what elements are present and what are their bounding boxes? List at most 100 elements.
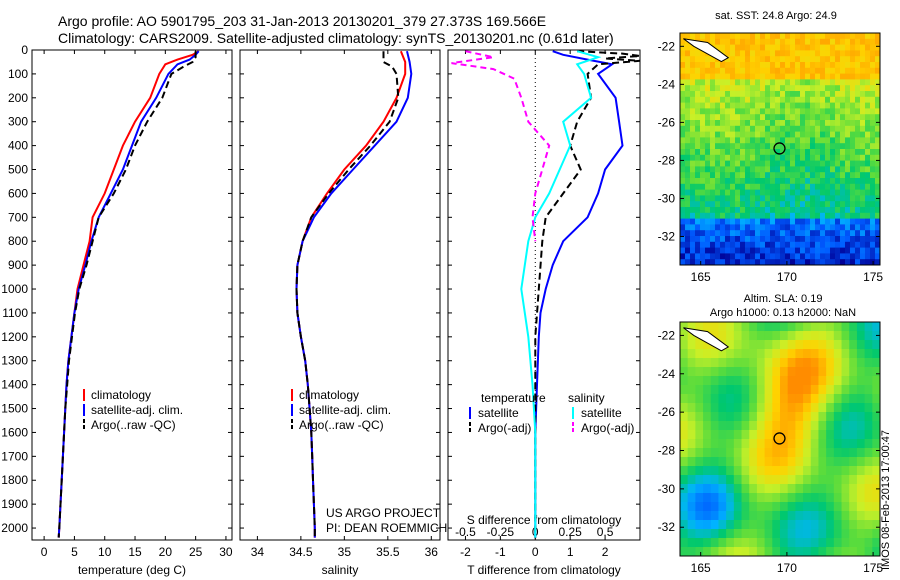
salinity-series-line xyxy=(295,50,413,538)
temperature-series-line xyxy=(57,51,197,538)
depth-tick-label: 400 xyxy=(8,139,28,153)
diff-legend-right-title: salinity xyxy=(568,391,605,405)
sst-map-field xyxy=(680,33,880,265)
depth-tick-label: 2000 xyxy=(1,521,28,535)
diff-legend-label: Argo(-adj) xyxy=(581,421,634,435)
depth-tick-label: 200 xyxy=(8,91,28,105)
sla-map-xtick-label: 165 xyxy=(691,561,711,575)
salinity-legend-label: Argo(..raw -QC) xyxy=(299,418,384,432)
salinity-diff-tick-label: -0.5 xyxy=(455,525,476,539)
sla-map-land xyxy=(683,327,730,352)
temperature-xtick-label: 5 xyxy=(71,545,78,559)
depth-tick-label: 1800 xyxy=(1,473,28,487)
difference-xtick-label: -2 xyxy=(460,545,471,559)
temperature-series-line xyxy=(57,50,200,538)
plot-title-line2: Climatology: CARS2009. Satellite-adjuste… xyxy=(58,30,614,46)
sst-map-xtick-label: 170 xyxy=(777,270,797,284)
difference-xtick-label: 2 xyxy=(602,545,609,559)
sst-map-ytick-label: -22 xyxy=(658,39,676,53)
plot-title-line1: Argo profile: AO 5901795_203 31-Jan-2013… xyxy=(58,13,547,29)
sst-map-ytick-label: -28 xyxy=(658,153,676,167)
temperature-xtick-label: 30 xyxy=(219,545,233,559)
difference-xtick-label: 0 xyxy=(532,545,539,559)
sst-map-land xyxy=(683,38,730,63)
sla-map-ytick-label: -24 xyxy=(658,367,676,381)
depth-tick-label: 300 xyxy=(8,115,28,129)
temperature-series-line xyxy=(57,50,200,538)
depth-tick-label: 1200 xyxy=(1,330,28,344)
sla-map-xtick-label: 170 xyxy=(777,561,797,575)
temperature-xtick-label: 15 xyxy=(128,545,142,559)
temperature-xtick-label: 20 xyxy=(159,545,173,559)
salinity-axes-box xyxy=(239,49,441,541)
depth-tick-label: 1400 xyxy=(1,378,28,392)
difference-xtick-label: -1 xyxy=(495,545,506,559)
difference-axes-box xyxy=(447,49,641,541)
temperature-legend-label: climatology xyxy=(91,388,151,402)
salinity-xtick-label: 35.5 xyxy=(376,545,400,559)
sla-map-title: Altim. SLA: 0.19 xyxy=(744,293,823,305)
difference-series-line xyxy=(534,50,624,538)
sst-map-title: sat. SST: 24.8 Argo: 24.9 xyxy=(715,10,837,22)
depth-tick-label: 800 xyxy=(8,234,28,248)
temperature-xtick-label: 0 xyxy=(41,545,48,559)
sla-map-xtick-label: 175 xyxy=(863,561,883,575)
sla-map-axes-box xyxy=(679,321,881,557)
depth-tick-label: 700 xyxy=(8,210,28,224)
depth-tick-label: 900 xyxy=(8,258,28,272)
sst-map-panel: sat. SST: 24.8 Argo: 24.9 -22 -24 -26 -28 -30… xyxy=(658,10,884,284)
sst-map-ytick-label: -30 xyxy=(658,191,676,205)
sla-map-panel: Altim. SLA: 0.19 Argo h1000: 0.13 h2000: … xyxy=(658,293,884,575)
diff-legend-label: satellite xyxy=(478,406,519,420)
sst-map-argo-marker xyxy=(773,142,786,155)
temperature-legend-label: satellite-adj. clim. xyxy=(91,403,183,417)
salinity-legend-label: climatology xyxy=(299,388,359,402)
salinity-xlabel: salinity xyxy=(322,563,359,577)
sst-map-ytick-label: -24 xyxy=(658,77,676,91)
sla-map-ytick-label: -26 xyxy=(658,405,676,419)
project-label: US ARGO PROJECT xyxy=(326,506,441,520)
sst-map-xtick-label: 175 xyxy=(863,270,883,284)
difference-xtick-label: 1 xyxy=(567,545,574,559)
depth-tick-label: 1600 xyxy=(1,425,28,439)
depth-tick-label: 1500 xyxy=(1,402,28,416)
sla-map-ytick-label: -30 xyxy=(658,482,676,496)
sla-map-ytick-label: -28 xyxy=(658,444,676,458)
depth-tick-label: 500 xyxy=(8,163,28,177)
sla-map-ytick-label: -32 xyxy=(658,520,676,534)
salinity-diff-tick-label: -0.25 xyxy=(487,525,515,539)
sst-map-xtick-label: 165 xyxy=(691,270,711,284)
depth-tick-label: 1900 xyxy=(1,497,28,511)
salinity-profile-panel: 34 34.5 35 35.5 36 salinity climatologysatelli… xyxy=(239,49,441,577)
sst-map-ytick-label: -32 xyxy=(658,229,676,243)
temperature-xtick-label: 10 xyxy=(98,545,112,559)
salinity-diff-tick-label: 0.5 xyxy=(597,525,614,539)
diff-legend-label: satellite xyxy=(581,406,622,420)
difference-series-line xyxy=(534,50,641,538)
depth-tick-label: 600 xyxy=(8,186,28,200)
sla-map-subtitle: Argo h1000: 0.13 h2000: NaN xyxy=(710,307,856,319)
depth-tick-label: 1100 xyxy=(2,306,28,320)
salinity-diff-tick-label: 0.25 xyxy=(559,525,583,539)
salinity-legend-label: satellite-adj. clim. xyxy=(299,403,391,417)
depth-tick-label: 100 xyxy=(8,67,28,81)
pi-label: PI: DEAN ROEMMICH xyxy=(326,521,447,535)
temperature-diff-axis-label: T difference from climatology xyxy=(467,563,621,577)
difference-series-line xyxy=(451,50,551,242)
temperature-profile-panel: 0100200300400500600700800900100011001200… xyxy=(1,43,233,577)
temperature-axes-box xyxy=(31,49,233,541)
salinity-xtick-label: 34.5 xyxy=(289,545,313,559)
difference-series-line xyxy=(520,50,602,538)
temperature-xlabel: temperature (deg C) xyxy=(78,563,186,577)
salinity-diff-axis-label: S difference from climatology xyxy=(467,513,622,527)
difference-profile-panel: -2 -1 0 1 2-0.5 -0.25 0 0.25 0.5S difference fro… xyxy=(447,49,641,577)
salinity-xtick-label: 36 xyxy=(425,545,439,559)
sla-map-field xyxy=(680,322,880,556)
diff-legend-label: Argo(-adj) xyxy=(478,421,531,435)
salinity-xtick-label: 34 xyxy=(251,545,265,559)
depth-tick-label: 0 xyxy=(21,43,28,57)
temperature-legend-label: Argo(..raw -QC) xyxy=(91,418,176,432)
depth-tick-label: 1300 xyxy=(1,354,28,368)
depth-tick-label: 1000 xyxy=(1,282,28,296)
